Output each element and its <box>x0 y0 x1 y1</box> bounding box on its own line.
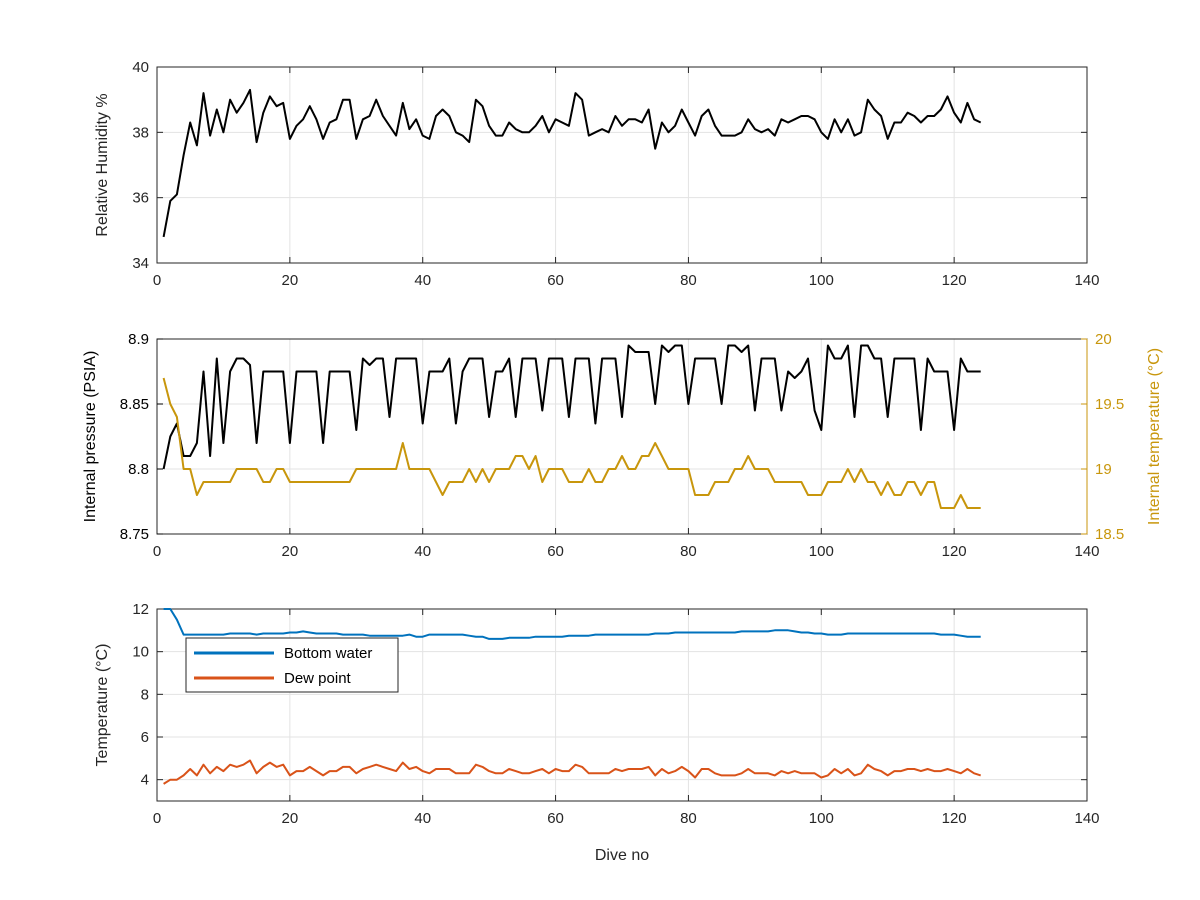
y-axis-label: Internal pressure (PSIA) <box>82 351 99 523</box>
y-tick-label: 8.85 <box>120 396 149 413</box>
y-tick-label: 36 <box>132 190 149 207</box>
series-internal-pressure <box>162 344 981 470</box>
y2-tick-label: 18.5 <box>1095 526 1124 543</box>
y2-tick-label: 20 <box>1095 331 1112 348</box>
x-tick-label: 60 <box>547 810 564 827</box>
y-tick-label: 38 <box>132 124 149 141</box>
x-tick-label: 120 <box>942 272 967 289</box>
y-tick-label: 12 <box>132 601 149 618</box>
y-tick-label: 8.8 <box>128 461 149 478</box>
legend: Bottom water Dew point <box>185 637 399 693</box>
x-tick-label: 100 <box>809 543 834 560</box>
panel-2: 0 20 40 60 80 100 120 140 8.75 8.8 8.85 8.9 18.5 19 19… <box>82 331 1163 560</box>
x-tick-label: 60 <box>547 543 564 560</box>
series-dew-point <box>163 759 982 785</box>
y-tick-label: 8.75 <box>120 526 149 543</box>
x-tick-label: 100 <box>809 810 834 827</box>
x-axis-label: Dive no <box>595 847 649 864</box>
y2-tick-label: 19 <box>1095 461 1112 478</box>
x-tick-label: 40 <box>414 272 431 289</box>
x-tick-label: 40 <box>414 543 431 560</box>
legend-label: Dew point <box>284 670 352 687</box>
series-relative-humidity <box>162 88 982 238</box>
x-tick-label: 80 <box>680 272 697 289</box>
x-tick-label: 140 <box>1074 810 1099 827</box>
x-tick-label: 120 <box>942 543 967 560</box>
y-axis-label: Temperature (°C) <box>94 644 111 767</box>
x-tick-label: 0 <box>153 810 161 827</box>
x-tick-label: 140 <box>1074 272 1099 289</box>
x-tick-label: 80 <box>680 543 697 560</box>
x-tick-label: 20 <box>282 272 299 289</box>
y-tick-label: 10 <box>132 644 149 661</box>
y-tick-label: 6 <box>141 729 149 746</box>
x-tick-label: 140 <box>1074 543 1099 560</box>
y2-tick-label: 19.5 <box>1095 396 1124 413</box>
y-tick-label: 40 <box>132 59 149 76</box>
x-tick-label: 60 <box>547 272 564 289</box>
x-tick-label: 120 <box>942 810 967 827</box>
x-tick-label: 80 <box>680 810 697 827</box>
legend-box <box>185 637 399 693</box>
x-tick-label: 0 <box>153 272 161 289</box>
y-axis-label: Relative Humidity % <box>94 93 111 236</box>
panel-1: 0 20 40 60 80 100 120 140 34 36 38 40 Relative Humid… <box>94 59 1100 289</box>
panel-3: 0 20 40 60 80 100 120 140 4 6 8 10 12 Temperature (°C… <box>94 601 1100 864</box>
y-tick-label: 4 <box>141 772 149 789</box>
x-tick-label: 40 <box>414 810 431 827</box>
x-tick-label: 20 <box>282 810 299 827</box>
axes-box <box>156 338 1088 535</box>
series-internal-temperature <box>162 377 981 509</box>
y-tick-label: 34 <box>132 255 149 272</box>
y-tick-label: 8.9 <box>128 331 149 348</box>
legend-label: Bottom water <box>284 645 372 662</box>
x-tick-label: 0 <box>153 543 161 560</box>
series-bottom-water <box>163 608 981 640</box>
y-tick-label: 8 <box>141 686 149 703</box>
x-tick-label: 100 <box>809 272 834 289</box>
axes-box <box>156 608 1088 802</box>
axes-box <box>156 66 1088 264</box>
x-tick-label: 20 <box>282 543 299 560</box>
y2-axis-label: Internal temperature (°C) <box>1146 348 1163 525</box>
